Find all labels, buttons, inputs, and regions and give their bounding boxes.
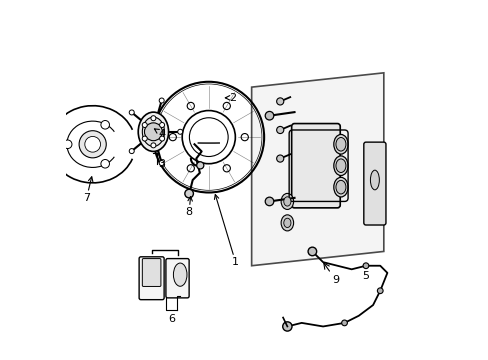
Circle shape	[151, 116, 156, 121]
Circle shape	[101, 121, 109, 129]
Text: 9: 9	[331, 275, 339, 285]
Circle shape	[276, 155, 283, 162]
Circle shape	[276, 98, 283, 105]
Circle shape	[177, 129, 183, 134]
Circle shape	[142, 122, 147, 127]
Circle shape	[84, 136, 101, 152]
FancyBboxPatch shape	[291, 123, 340, 208]
FancyBboxPatch shape	[363, 142, 385, 225]
Circle shape	[79, 131, 106, 158]
Text: 1: 1	[214, 194, 239, 267]
Circle shape	[159, 122, 164, 127]
FancyBboxPatch shape	[139, 257, 164, 300]
Ellipse shape	[335, 180, 345, 194]
Circle shape	[184, 189, 193, 198]
Circle shape	[151, 143, 156, 148]
Circle shape	[196, 162, 203, 169]
Text: 5: 5	[362, 271, 369, 282]
Polygon shape	[251, 73, 383, 266]
Text: 8: 8	[185, 197, 192, 217]
Ellipse shape	[173, 263, 186, 286]
Circle shape	[264, 111, 273, 120]
Ellipse shape	[138, 112, 168, 152]
Circle shape	[63, 140, 72, 149]
Circle shape	[129, 110, 134, 115]
Ellipse shape	[335, 138, 345, 151]
Ellipse shape	[335, 159, 345, 172]
Ellipse shape	[283, 218, 290, 228]
Text: 7: 7	[83, 177, 93, 203]
Circle shape	[264, 197, 273, 206]
Circle shape	[144, 123, 162, 141]
Text: 4: 4	[154, 129, 165, 139]
Circle shape	[159, 98, 164, 103]
Ellipse shape	[281, 193, 293, 210]
Circle shape	[159, 136, 164, 141]
Ellipse shape	[281, 215, 293, 231]
Circle shape	[363, 263, 368, 269]
Circle shape	[159, 161, 164, 166]
Ellipse shape	[333, 134, 347, 154]
Ellipse shape	[333, 156, 347, 176]
Circle shape	[129, 149, 134, 154]
Ellipse shape	[283, 197, 290, 206]
Text: 2: 2	[225, 93, 236, 103]
Circle shape	[341, 320, 346, 326]
FancyBboxPatch shape	[165, 258, 189, 298]
Text: 6: 6	[167, 314, 174, 324]
FancyBboxPatch shape	[142, 258, 161, 287]
Circle shape	[377, 288, 382, 294]
Text: 3: 3	[158, 159, 165, 169]
Circle shape	[276, 126, 283, 134]
Ellipse shape	[370, 170, 379, 190]
Circle shape	[101, 159, 109, 168]
Ellipse shape	[142, 117, 164, 147]
Circle shape	[307, 247, 316, 256]
Circle shape	[142, 136, 147, 141]
Circle shape	[282, 322, 291, 331]
Ellipse shape	[333, 177, 347, 197]
